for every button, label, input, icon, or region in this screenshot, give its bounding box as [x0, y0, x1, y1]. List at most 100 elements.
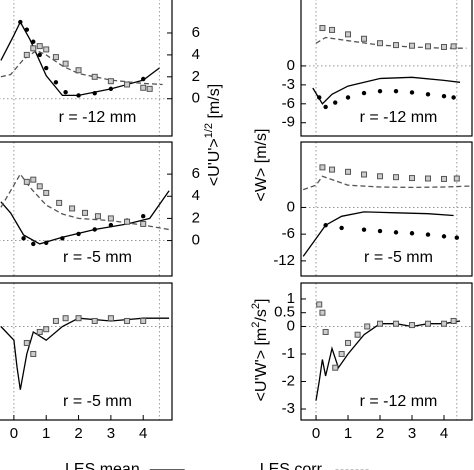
data-point	[76, 93, 81, 98]
data-point	[329, 26, 336, 33]
data-point	[124, 81, 131, 88]
annotation: r = -5 mm	[364, 249, 433, 266]
x-tick-label: 3	[408, 425, 416, 442]
panel-frame	[0, 0, 173, 137]
panel-frame	[0, 141, 173, 277]
x-tick-label: 0	[312, 425, 320, 442]
data-point	[317, 95, 322, 100]
data-point	[75, 315, 82, 322]
data-point	[450, 317, 457, 324]
data-point	[322, 328, 329, 335]
data-point	[76, 231, 81, 237]
data-point	[141, 213, 146, 219]
data-point	[361, 90, 367, 96]
series-line	[315, 320, 461, 401]
plot-area	[301, 0, 472, 136]
y-tick-label: -1	[282, 345, 295, 362]
data-point	[36, 183, 43, 190]
data-point	[75, 67, 82, 74]
y-tick-label: 0	[287, 317, 295, 334]
data-point	[23, 178, 30, 185]
data-point	[409, 42, 416, 49]
plot-area	[0, 142, 172, 276]
data-point	[30, 350, 37, 357]
data-point	[425, 175, 432, 182]
y-tick-label: -6	[282, 225, 295, 242]
data-point	[345, 95, 351, 100]
panel-frame	[300, 141, 473, 277]
data-point	[377, 88, 383, 94]
data-point	[107, 215, 114, 222]
data-point	[338, 350, 345, 357]
data-point	[36, 328, 43, 335]
data-point	[124, 317, 131, 324]
data-point	[31, 241, 36, 247]
data-point	[60, 236, 65, 241]
data-point	[377, 320, 384, 327]
data-point	[24, 27, 30, 32]
data-point	[62, 60, 69, 67]
data-point	[37, 52, 42, 58]
y-tick-label: -6	[282, 95, 295, 112]
data-point	[345, 339, 352, 346]
x-tick-label: 3	[107, 425, 115, 442]
panel-frame	[300, 0, 473, 137]
y-tick-label: 0	[192, 232, 200, 249]
data-point	[108, 86, 114, 92]
data-point	[91, 317, 98, 324]
annotation: r = -12 mm	[360, 109, 438, 126]
data-point	[409, 90, 415, 95]
data-point	[44, 240, 49, 245]
panel: 0 2 4 6 r = -12 mm <U'U'>1/2 [m/s]	[0, 0, 223, 186]
data-point	[361, 227, 367, 232]
x-tick-label: 1	[42, 425, 50, 442]
data-point	[354, 331, 361, 338]
data-point	[409, 322, 416, 329]
data-point	[329, 166, 336, 173]
data-point	[450, 43, 457, 50]
y-axis-label-part: <U'W'> [m	[253, 328, 270, 402]
data-point	[146, 85, 153, 92]
y-tick-label: -9	[282, 114, 295, 131]
data-point	[339, 225, 344, 231]
data-point	[107, 78, 114, 85]
data-point	[319, 25, 326, 32]
panel: -12 -6 0 r = -5 mm	[273, 141, 473, 277]
annotation: r = -12 mm	[360, 393, 438, 410]
data-point	[43, 326, 50, 333]
data-point	[30, 45, 37, 52]
data-point	[441, 234, 447, 239]
data-point	[323, 104, 328, 110]
data-point	[441, 43, 448, 50]
data-point	[393, 42, 400, 49]
plot-area	[301, 283, 472, 420]
panel: -9 -6 -3 0 r = -12 mm <W> [m/s]	[253, 0, 473, 201]
data-point	[52, 54, 59, 61]
data-point	[21, 236, 26, 241]
data-point	[441, 94, 447, 99]
y-axis-label: <U'U'>1/2 [m/s]	[203, 84, 223, 186]
data-point	[30, 176, 37, 183]
y-tick-label: -3	[282, 400, 295, 417]
data-point	[43, 46, 50, 53]
y-tick-label: 4	[192, 187, 200, 204]
panel: -3-2-100.510 1 2 3 4r = -12 mm<U'W'> [m2/s2]	[250, 282, 473, 442]
data-point	[108, 222, 114, 228]
series-line	[0, 20, 160, 97]
series-line	[312, 76, 461, 105]
y-axis-label-part: 2	[250, 303, 262, 309]
data-point	[393, 230, 399, 235]
panel-frame	[0, 282, 173, 421]
plot-area	[0, 283, 172, 420]
data-point	[141, 76, 146, 82]
data-point	[82, 209, 89, 216]
data-point	[364, 323, 371, 330]
data-point	[393, 174, 400, 181]
x-tick-label: 1	[344, 425, 352, 442]
y-tick-label: 1	[287, 290, 295, 307]
data-point	[333, 100, 338, 105]
y-axis-label-part: ]	[253, 299, 270, 303]
data-point	[91, 73, 98, 80]
data-point	[332, 364, 339, 371]
y-axis-label-part: <U'U'>	[206, 138, 223, 186]
